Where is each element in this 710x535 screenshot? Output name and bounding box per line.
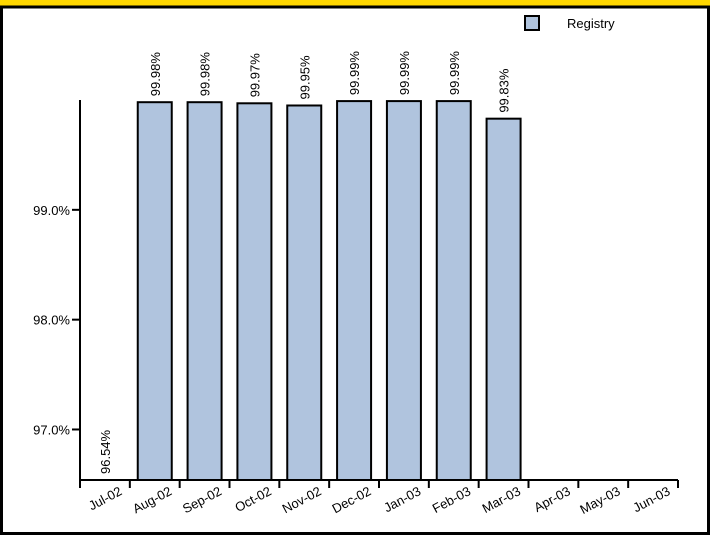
- value-label: 99.99%: [447, 51, 462, 96]
- bar: [136, 101, 173, 481]
- bar: [286, 104, 323, 481]
- value-label: 99.95%: [297, 55, 312, 100]
- bar: [186, 101, 223, 481]
- bar: [385, 100, 422, 481]
- bar: [435, 100, 472, 481]
- legend-label: Registry: [567, 16, 615, 31]
- value-label: 99.97%: [247, 53, 262, 98]
- y-tick-label: 99.0%: [33, 203, 70, 218]
- bar: [485, 117, 522, 481]
- value-label: 99.99%: [347, 51, 362, 96]
- y-tick-label: 97.0%: [33, 422, 70, 437]
- title-bar: [0, 0, 710, 7]
- bar: [336, 100, 373, 481]
- legend-swatch: [524, 15, 540, 31]
- frame: [0, 5, 710, 535]
- value-label: 99.83%: [497, 68, 512, 113]
- value-label: 99.99%: [397, 51, 412, 96]
- value-label: 96.54%: [98, 429, 113, 474]
- value-label: 99.98%: [198, 52, 213, 97]
- bar: [236, 102, 273, 481]
- y-tick-label: 98.0%: [33, 313, 70, 328]
- value-label: 99.98%: [148, 52, 163, 97]
